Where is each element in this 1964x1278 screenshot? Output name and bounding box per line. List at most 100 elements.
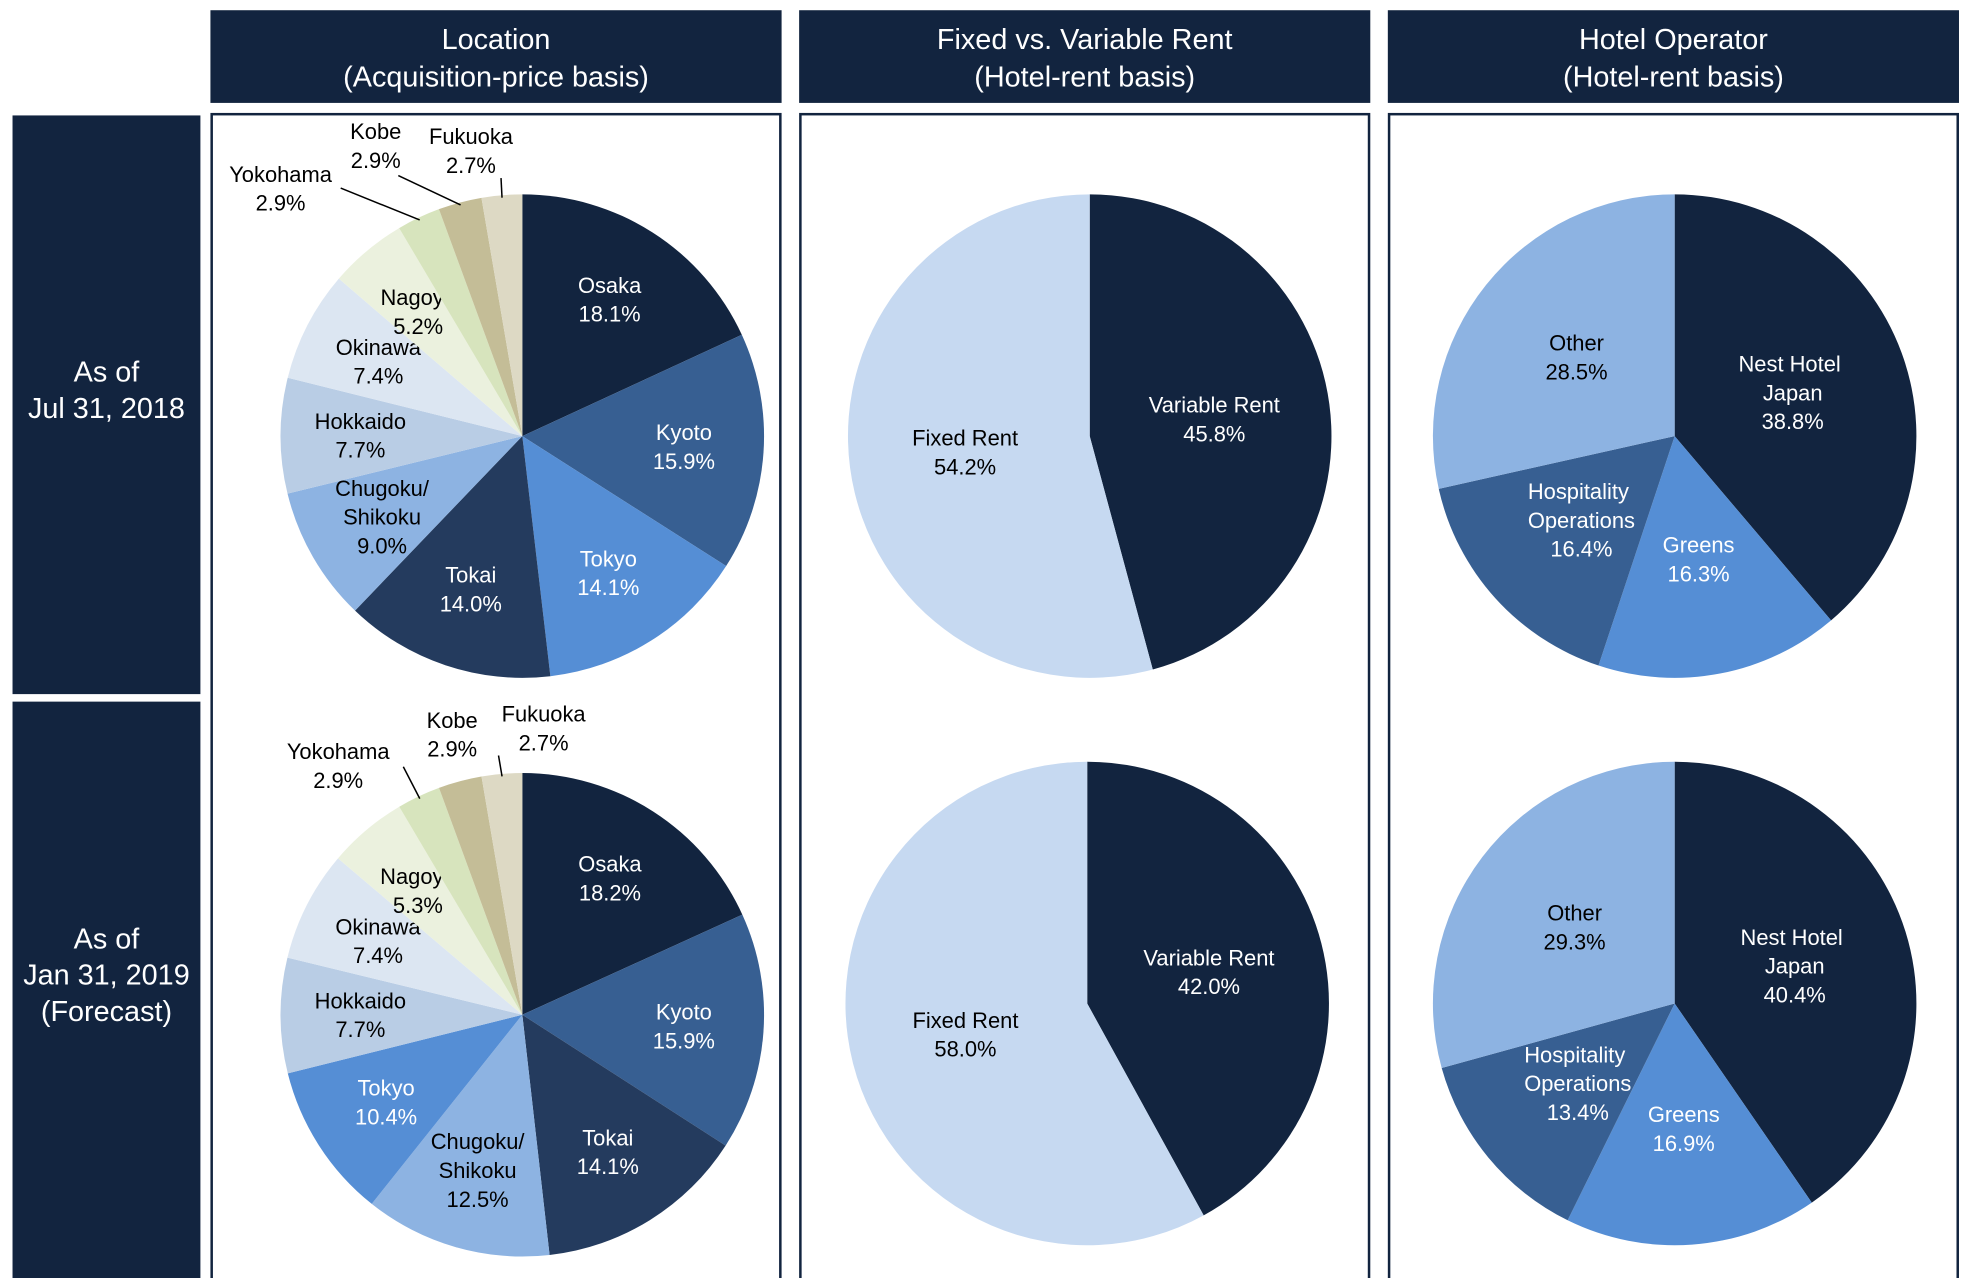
- slice-label: Tokai: [582, 1125, 633, 1150]
- slice-value-label: 2.7%: [446, 153, 496, 178]
- slice-value-label: 42.0%: [1178, 974, 1240, 999]
- pie-slice: [287, 1014, 523, 1204]
- pie-slice: [522, 773, 743, 1015]
- slice-value-label: 9.0%: [357, 533, 407, 558]
- slice-label: Kyoto: [656, 420, 712, 445]
- pie-slice: [845, 761, 1204, 1246]
- slice-value-label: 2.7%: [519, 730, 569, 755]
- slice-label: Tokyo: [580, 546, 637, 571]
- row-header: As of: [74, 357, 141, 389]
- slice-value-label: 5.3%: [393, 893, 443, 918]
- slice-label: Chugoku/Shikoku: [431, 1129, 526, 1183]
- pie-slice: [1674, 194, 1917, 621]
- pie-slice: [847, 194, 1153, 678]
- row-header: As of: [74, 923, 141, 955]
- column-header: Hotel Operator: [1579, 24, 1768, 56]
- slice-label: Greens: [1663, 533, 1735, 558]
- slice-label: Other: [1549, 331, 1604, 356]
- pie-slice: [287, 858, 523, 1015]
- slice-label: Osaka: [578, 273, 642, 298]
- pie-slice: [438, 776, 523, 1015]
- pie-slice: [522, 436, 727, 677]
- slice-value-label: 14.0%: [440, 592, 502, 617]
- pie-slice: [337, 806, 523, 1015]
- slice-value-label: 7.7%: [335, 1017, 385, 1042]
- slice-label: Variable Rent: [1143, 945, 1274, 970]
- slice-label: Okinawa: [336, 335, 422, 360]
- pie-slice: [1089, 194, 1332, 670]
- slice-value-label: 54.2%: [934, 455, 996, 480]
- slice-label: Nest Hotel Japan: [1741, 925, 1849, 979]
- leader-line: [340, 187, 420, 221]
- column-header: Location: [442, 24, 551, 56]
- pie-slice: [371, 1014, 550, 1257]
- row-header: Jul 31, 2018: [28, 393, 185, 425]
- column-header: (Hotel-rent basis): [1563, 62, 1784, 94]
- row-header-box: [12, 115, 201, 695]
- slice-label: Fukuoka: [429, 124, 514, 149]
- slice-value-label: 14.1%: [577, 575, 639, 600]
- pie-slice: [522, 334, 765, 567]
- leader-line: [500, 178, 503, 198]
- slice-value-label: 2.9%: [427, 737, 477, 762]
- slice-label: Yokohama: [287, 739, 391, 764]
- pie-slice: [481, 773, 523, 1015]
- pie-slice: [1567, 1003, 1812, 1246]
- slice-value-label: 2.9%: [256, 191, 306, 216]
- slice-label: Other: [1547, 900, 1602, 925]
- slice-value-label: 16.3%: [1668, 561, 1730, 586]
- slice-label: Hospitality Operations: [1524, 1042, 1631, 1096]
- slice-label: Hospitality Operations: [1528, 479, 1635, 533]
- slice-label: Kyoto: [656, 1000, 712, 1025]
- slice-value-label: 38.8%: [1762, 409, 1824, 434]
- row-header: Jan 31, 2019: [23, 960, 190, 992]
- slice-label: Hokkaido: [315, 988, 406, 1013]
- slice-value-label: 18.2%: [579, 880, 641, 905]
- slice-value-label: 18.1%: [579, 302, 641, 327]
- pie-slice: [522, 194, 742, 437]
- slice-label: Fukuoka: [502, 702, 587, 727]
- pie-slice: [355, 436, 551, 678]
- column-header: Fixed vs. Variable Rent: [937, 24, 1233, 56]
- slice-value-label: 28.5%: [1545, 359, 1607, 384]
- slice-value-label: 2.9%: [351, 148, 401, 173]
- slice-label: Chugoku/Shikoku: [335, 476, 430, 530]
- column-header: (Hotel-rent basis): [974, 62, 1195, 94]
- slice-value-label: 7.7%: [335, 438, 385, 463]
- leader-line: [397, 174, 461, 206]
- slice-value-label: 7.4%: [353, 364, 403, 389]
- slice-value-label: 13.4%: [1547, 1100, 1609, 1125]
- pie-slice: [287, 436, 523, 611]
- pie-slice: [1432, 761, 1675, 1069]
- column-header-box: [210, 10, 782, 103]
- row-header: (Forecast): [41, 996, 172, 1028]
- slice-label: Tokyo: [357, 1076, 414, 1101]
- slice-value-label: 10.4%: [355, 1104, 417, 1129]
- pie-slice: [1441, 1003, 1675, 1221]
- slice-value-label: 58.0%: [934, 1037, 996, 1062]
- slice-label: Fixed Rent: [912, 426, 1018, 451]
- pie-slice: [438, 197, 523, 437]
- pie-slice: [1432, 194, 1675, 489]
- slice-label: Variable Rent: [1149, 393, 1280, 418]
- leader-line: [402, 766, 421, 799]
- pie-slice: [1087, 761, 1329, 1216]
- column-header-box: [799, 10, 1371, 103]
- slice-label: Hokkaido: [315, 409, 406, 434]
- slice-value-label: 16.4%: [1550, 537, 1612, 562]
- slice-value-label: 40.4%: [1764, 982, 1826, 1007]
- pie-slice: [1674, 761, 1917, 1203]
- slice-value-label: 29.3%: [1544, 929, 1606, 954]
- pie-slice: [522, 1014, 726, 1255]
- slice-label: Tokai: [445, 563, 496, 588]
- slice-value-label: 2.9%: [313, 768, 363, 793]
- slice-label: Nest Hotel Japan: [1738, 351, 1846, 405]
- pie-slice: [287, 278, 523, 437]
- pie-slice: [481, 194, 523, 437]
- slice-label: Kobe: [350, 119, 401, 144]
- slice-value-label: 15.9%: [653, 449, 715, 474]
- pie-slice: [399, 787, 523, 1015]
- pie-slice: [1438, 436, 1675, 666]
- leader-line: [497, 755, 503, 777]
